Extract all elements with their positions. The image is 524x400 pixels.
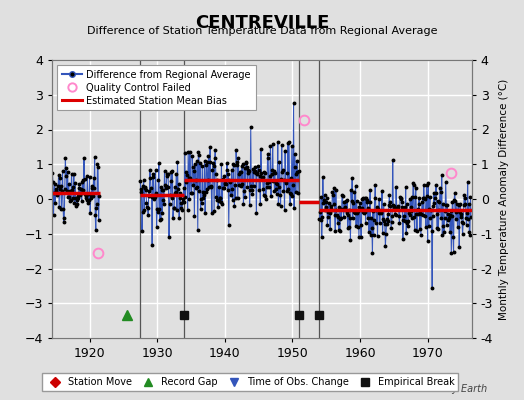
Text: Berkeley Earth: Berkeley Earth	[415, 384, 487, 394]
Text: Difference of Station Temperature Data from Regional Average: Difference of Station Temperature Data f…	[87, 26, 437, 36]
Text: CENTREVILLE: CENTREVILLE	[195, 14, 329, 32]
Legend: Station Move, Record Gap, Time of Obs. Change, Empirical Break: Station Move, Record Gap, Time of Obs. C…	[41, 373, 459, 391]
Legend: Difference from Regional Average, Quality Control Failed, Estimated Station Mean: Difference from Regional Average, Qualit…	[57, 65, 256, 110]
Y-axis label: Monthly Temperature Anomaly Difference (°C): Monthly Temperature Anomaly Difference (…	[498, 78, 509, 320]
